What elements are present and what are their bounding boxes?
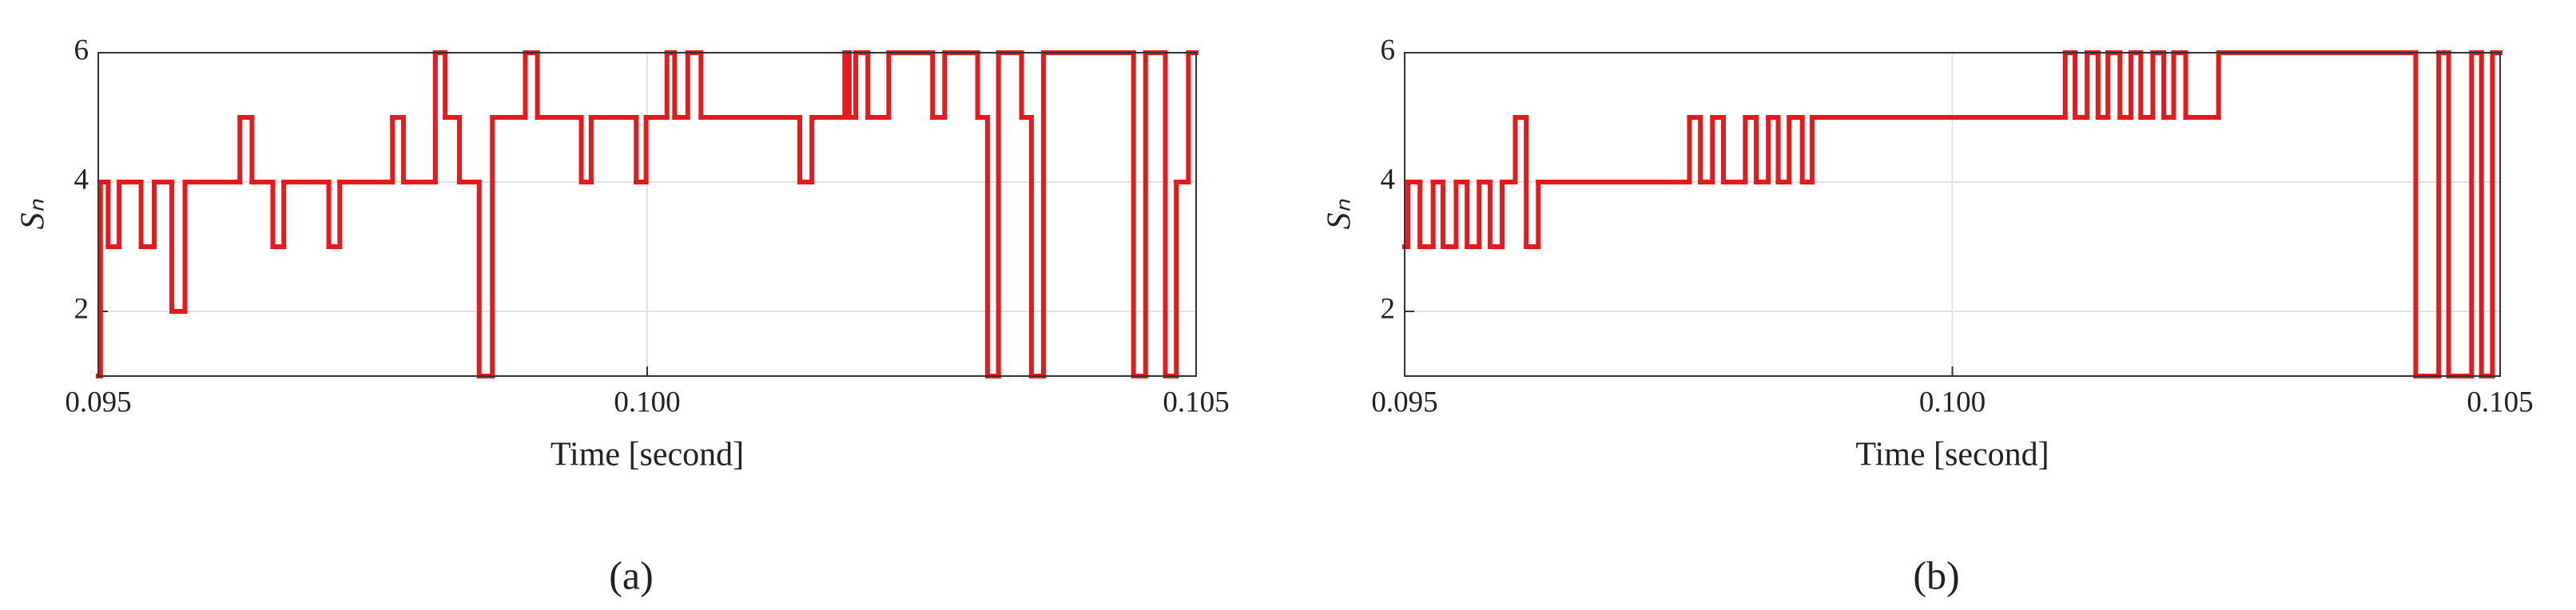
y-tick-label: 4: [74, 163, 89, 196]
x-axis-label: Time [second]: [1855, 437, 2049, 473]
y-axis-label: Sₙ: [15, 198, 52, 229]
panel-label: (a): [609, 553, 654, 597]
y-tick-label: 4: [1381, 163, 1396, 196]
plot-frame: [97, 52, 1197, 377]
x-tick-label: 0.105: [2467, 386, 2533, 418]
x-tick-label: 0.095: [1371, 386, 1437, 418]
y-tick-label: 2: [74, 292, 89, 325]
panel-label: (b): [1913, 553, 1959, 597]
plot-frame: [1404, 52, 2501, 377]
y-axis-label: Sₙ: [1322, 198, 1358, 229]
x-tick-label: 0.100: [614, 386, 680, 418]
y-tick-label: 6: [74, 34, 89, 66]
x-tick-label: 0.095: [65, 386, 131, 418]
x-axis-label: Time [second]: [551, 437, 744, 473]
y-tick-label: 6: [1381, 34, 1396, 66]
y-tick-label: 2: [1381, 292, 1396, 325]
x-tick-label: 0.100: [1919, 386, 1986, 418]
x-tick-label: 0.105: [1163, 386, 1229, 418]
